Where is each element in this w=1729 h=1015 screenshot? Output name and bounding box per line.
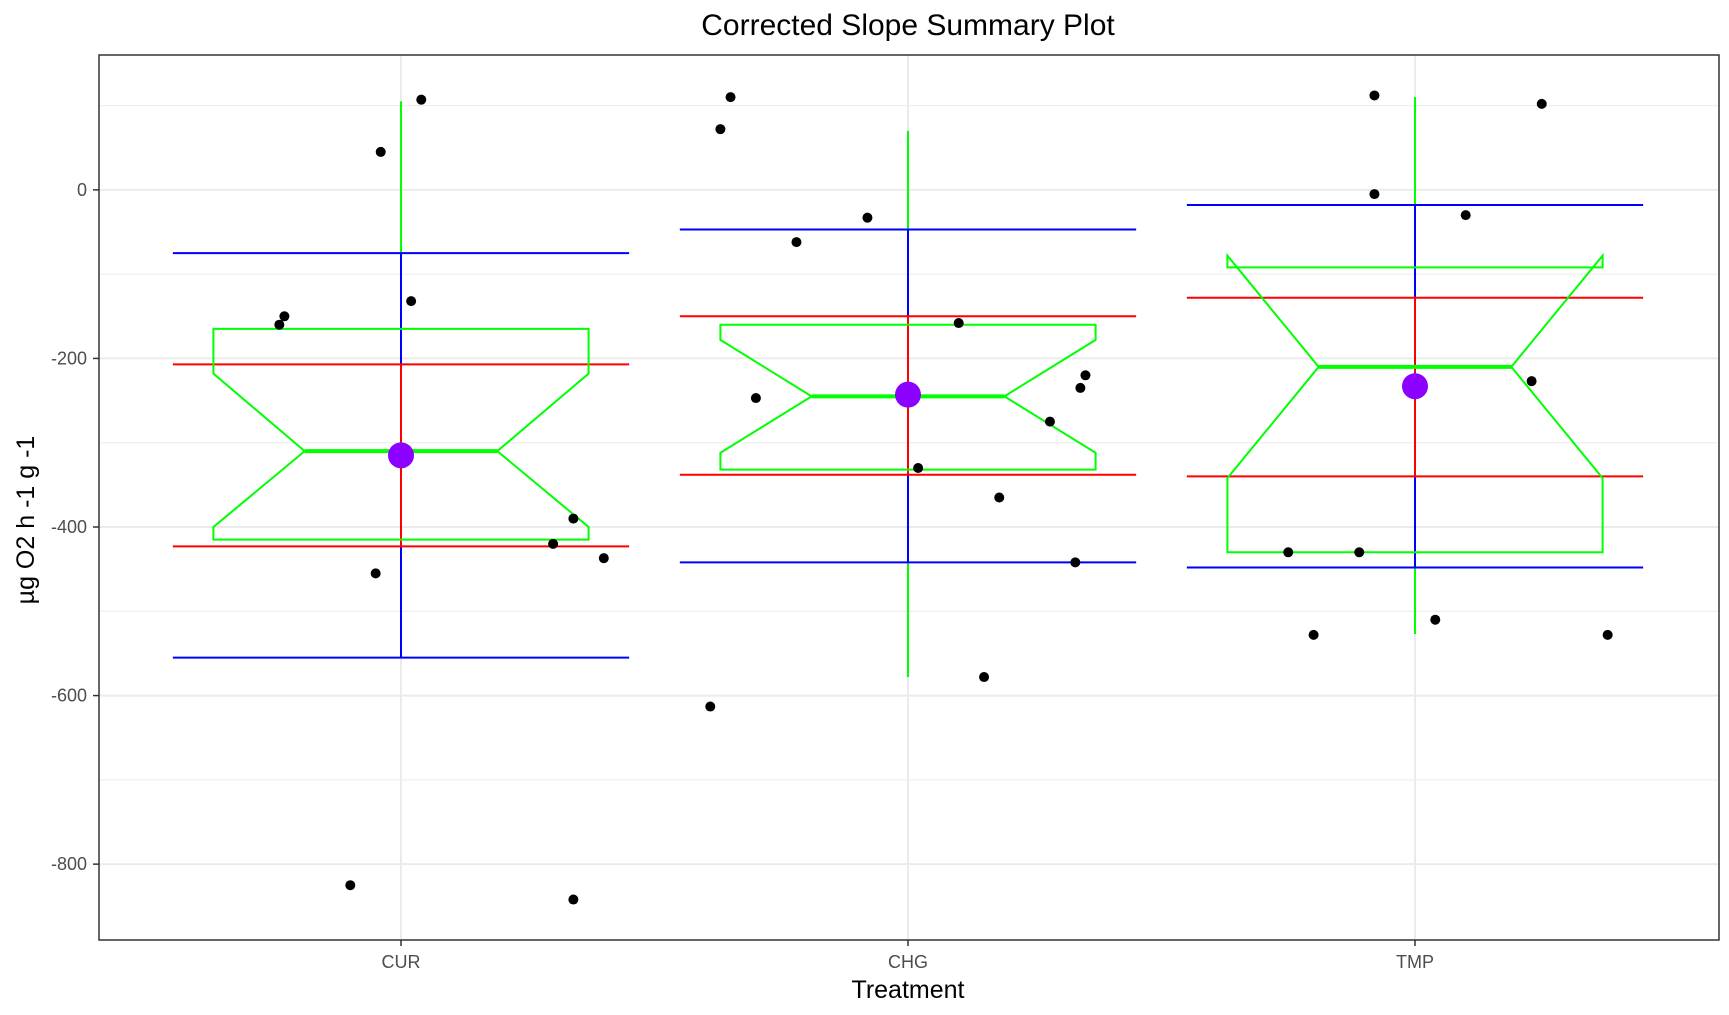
data-point	[1080, 370, 1091, 381]
data-point	[1369, 90, 1380, 101]
data-point	[1602, 629, 1613, 640]
data-point	[913, 463, 924, 473]
data-point	[279, 311, 290, 322]
group-chg	[679, 92, 1137, 712]
data-point	[1536, 98, 1547, 109]
data-point	[1044, 416, 1055, 427]
notched-box	[719, 323, 1097, 471]
y-tick-label: -200	[51, 348, 87, 368]
data-point	[750, 393, 761, 404]
group-cur	[172, 94, 630, 905]
x-axis-title: Treatment	[851, 976, 964, 1004]
data-point	[1308, 629, 1319, 640]
x-tick-label: CHG	[888, 952, 928, 972]
mean-point	[1402, 373, 1428, 400]
panel-border	[98, 54, 1720, 941]
data-point	[725, 92, 736, 103]
notched-box	[1226, 252, 1604, 554]
data-point	[568, 894, 579, 905]
data-point	[705, 701, 716, 712]
data-point	[548, 538, 559, 549]
data-point	[1526, 376, 1537, 387]
notched-box	[212, 327, 590, 541]
data-point	[375, 146, 386, 157]
y-tick-label: -800	[51, 854, 87, 874]
mean-point	[895, 381, 921, 408]
data-point	[994, 492, 1005, 503]
chart-title: Corrected Slope Summary Plot	[701, 9, 1115, 42]
data-point	[953, 318, 964, 329]
data-point	[979, 672, 990, 683]
data-point	[1369, 189, 1380, 200]
x-tick-label: CUR	[382, 952, 421, 972]
data-point	[598, 553, 609, 564]
data-point	[1075, 382, 1086, 393]
y-tick-label: -600	[51, 686, 87, 706]
data-point	[568, 513, 579, 524]
plot-panel: CUR CHG TMP 0 -200 -400 -600 -800	[51, 54, 1720, 972]
data-point	[1460, 210, 1471, 221]
data-point	[406, 296, 417, 307]
data-point	[370, 568, 381, 579]
group-tmp	[1186, 90, 1644, 640]
data-point	[862, 212, 873, 223]
data-point	[1283, 547, 1294, 558]
data-point	[1430, 614, 1441, 625]
y-tick-label: 0	[77, 180, 87, 200]
y-axis-title: µg O2 h -1 g -1	[12, 436, 40, 605]
data-point	[1070, 557, 1081, 568]
mean-point	[388, 442, 414, 469]
data-point	[791, 237, 802, 248]
y-tick-label: -400	[51, 517, 87, 537]
x-tick-label: TMP	[1396, 952, 1434, 972]
data-point	[274, 319, 285, 330]
data-point	[345, 880, 356, 891]
data-point	[416, 94, 427, 105]
data-point	[1354, 547, 1365, 558]
data-point	[715, 124, 726, 135]
